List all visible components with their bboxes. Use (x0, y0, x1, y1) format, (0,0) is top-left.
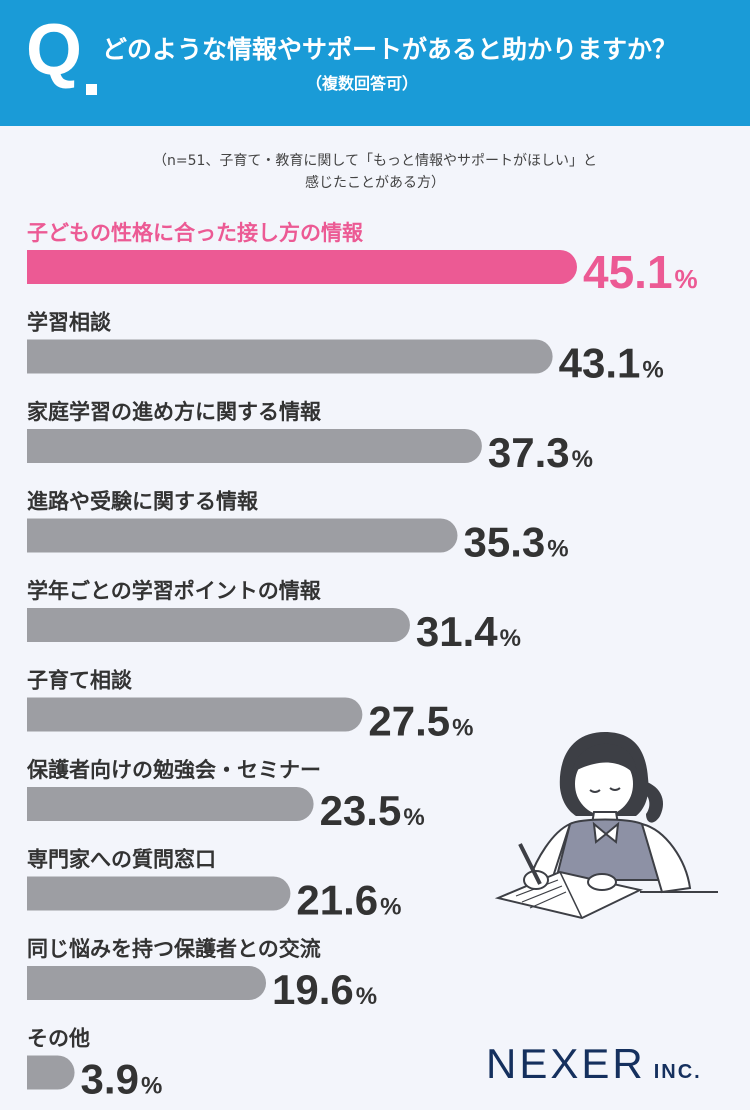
bar (27, 518, 458, 553)
student-writing-illustration (494, 732, 718, 920)
bar-left-cap (27, 1055, 44, 1090)
bar-left-cap (27, 697, 44, 732)
bar (27, 250, 577, 284)
logo-suffix: INC. (653, 1061, 702, 1083)
category-label: 子育て相談 (27, 669, 133, 693)
value-label: 37.3% (488, 429, 593, 476)
bar (27, 339, 553, 374)
value-label: 43.1% (559, 340, 664, 387)
bar-left-cap (27, 518, 44, 553)
bar (27, 966, 267, 1000)
bar (27, 697, 363, 732)
category-label: 家庭学習の進め方に関する情報 (27, 400, 322, 424)
bar (27, 608, 410, 642)
category-label: 専門家への質問窓口 (27, 848, 216, 872)
sample-note: （n=51、子育て・教育に関して「もっと情報やサポートがほしい」と 感じたことが… (0, 150, 750, 194)
question-subtitle: （複数回答可） (305, 74, 418, 93)
bar-left-cap (27, 429, 44, 463)
bar-left-cap (27, 608, 44, 642)
value-label: 23.5% (320, 787, 425, 834)
bar-left-cap (27, 787, 44, 821)
category-label: 学習相談 (27, 311, 112, 335)
value-label: 35.3% (463, 519, 568, 566)
sample-note-line-1: （n=51、子育て・教育に関して「もっと情報やサポートがほしい」と (153, 153, 597, 169)
value-label: 31.4% (416, 608, 521, 655)
value-label: 21.6% (296, 877, 401, 924)
bar (27, 429, 482, 463)
bar (27, 876, 291, 911)
value-label: 45.1% (583, 246, 698, 298)
bar-left-cap (27, 966, 44, 1000)
category-label: 学年ごとの学習ポイントの情報 (27, 579, 322, 603)
category-label: 同じ悩みを持つ保護者との交流 (27, 937, 321, 961)
q-mark: Q (26, 10, 83, 90)
q-dot (86, 84, 97, 95)
bar-left-cap (27, 339, 44, 374)
bar (27, 787, 314, 821)
sample-note-line-2: 感じたことがある方） (305, 175, 445, 191)
value-label: 27.5% (368, 698, 473, 745)
value-label: 3.9% (81, 1056, 163, 1103)
category-label: 子どもの性格に合った接し方の情報 (27, 221, 364, 245)
bar-left-cap (27, 250, 44, 284)
question-header: Q どのような情報やサポートがあると助かりますか？ （複数回答可） (0, 0, 750, 126)
bar-left-cap (27, 876, 44, 911)
category-label: 保護者向けの勉強会・セミナー (26, 758, 321, 782)
logo-name: NEXER (486, 1040, 646, 1087)
category-label: 進路や受験に関する情報 (27, 490, 259, 514)
value-label: 19.6% (272, 966, 377, 1013)
category-label: その他 (27, 1027, 90, 1051)
nexer-logo: NEXER INC. (486, 1040, 702, 1088)
question-title: どのような情報やサポートがあると助かりますか？ (102, 35, 678, 64)
